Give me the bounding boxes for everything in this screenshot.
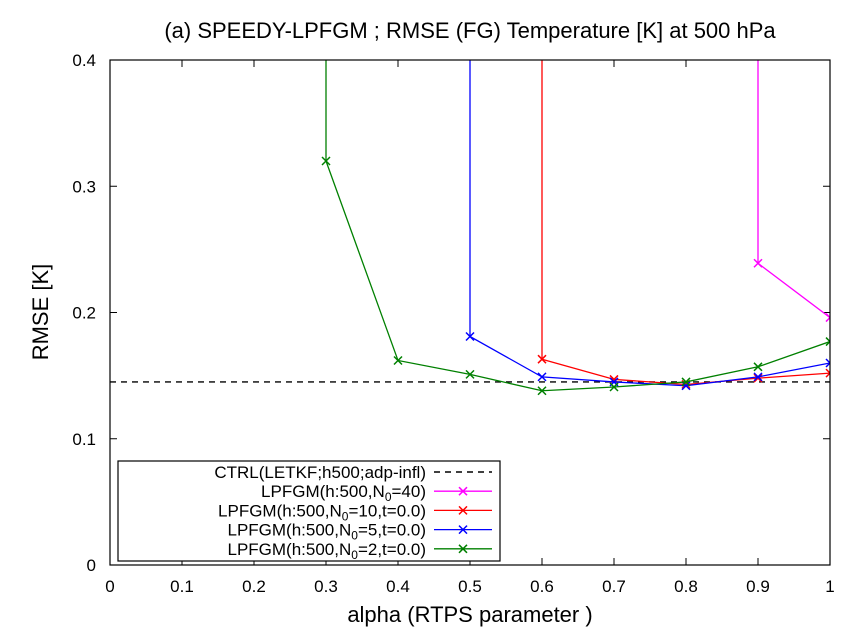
data-point-marker: [825, 368, 830, 378]
legend-label: LPFGM(h:500,N0=10,t=0.0): [218, 501, 426, 523]
x-tick-label: 0.8: [674, 577, 698, 596]
data-point-marker: [537, 386, 547, 396]
x-tick-label: 0.5: [458, 577, 482, 596]
legend-swatch-marker: [458, 505, 468, 515]
legend: CTRL(LETKF;h500;adp-infl)LPFGM(h:500,N0=…: [117, 460, 501, 562]
axis-ticks: 0 0.1 0.2 0.3 0.4 0.5 0.6 0.7 0.8 0.9 1 0 0.1 0.2 0.3 0…: [72, 51, 834, 596]
series-line-4: [325, 60, 830, 392]
series-line-1: [757, 60, 830, 319]
series-line-3: [469, 60, 830, 387]
legend-label: LPFGM(h:500,N0=5,t=0.0): [227, 521, 426, 543]
legend-swatch-marker: [458, 486, 468, 496]
legend-label: CTRL(LETKF;h500;adp-infl): [214, 463, 426, 482]
chart-title: (a) SPEEDY-LPFGM ; RMSE (FG) Temperature…: [164, 18, 776, 43]
x-tick-label: 0.2: [242, 577, 266, 596]
data-point-marker: [609, 382, 619, 392]
data-point-marker: [321, 156, 331, 166]
data-point-marker: [537, 372, 547, 382]
x-tick-label: 0.4: [386, 577, 410, 596]
legend-label: LPFGM(h:500,N0=40): [261, 482, 426, 504]
data-point-marker: [753, 373, 763, 383]
x-tick-label: 0.1: [170, 577, 194, 596]
y-tick-label: 0: [87, 556, 96, 575]
legend-label: LPFGM(h:500,N0=2,t=0.0): [227, 540, 426, 562]
series-layer: [110, 60, 830, 396]
data-point-marker: [465, 369, 475, 379]
x-tick-label: 0: [105, 577, 114, 596]
y-tick-label: 0.3: [72, 177, 96, 196]
data-point-marker: [681, 381, 691, 391]
series-line-2: [541, 60, 830, 386]
plot-frame: [109, 59, 831, 566]
x-tick-label: 0.9: [746, 577, 770, 596]
data-point-marker: [825, 313, 830, 323]
data-point-marker: [393, 355, 403, 366]
data-point-marker: [825, 337, 830, 347]
data-point-marker: [753, 372, 763, 382]
y-tick-label: 0.4: [72, 51, 96, 70]
y-tick-label: 0.2: [72, 304, 96, 323]
data-point-marker: [537, 354, 547, 364]
x-tick-label: 0.7: [602, 577, 626, 596]
x-tick-label: 1: [825, 577, 834, 596]
x-tick-label: 0.6: [530, 577, 554, 596]
legend-swatch-marker: [458, 525, 468, 535]
y-tick-label: 0.1: [72, 430, 96, 449]
data-point-marker: [825, 358, 830, 368]
x-tick-label: 0.3: [314, 577, 338, 596]
data-point-marker: [465, 331, 475, 342]
data-point-marker: [753, 258, 763, 268]
x-axis-title: alpha (RTPS parameter ): [347, 602, 592, 627]
data-point-marker: [753, 362, 763, 372]
data-point-marker: [681, 377, 691, 387]
y-axis-title: RMSE [K]: [28, 264, 53, 361]
legend-swatch-marker: [458, 544, 468, 554]
